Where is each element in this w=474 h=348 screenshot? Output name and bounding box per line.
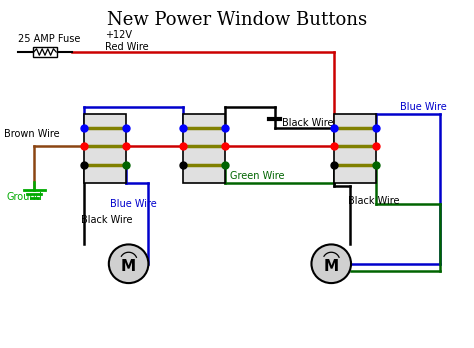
Text: Blue Wire: Blue Wire — [400, 102, 447, 112]
Text: Black Wire: Black Wire — [348, 196, 399, 206]
Text: Blue Wire: Blue Wire — [110, 198, 156, 208]
FancyBboxPatch shape — [84, 114, 126, 183]
Text: M: M — [324, 259, 339, 274]
FancyBboxPatch shape — [334, 114, 376, 183]
Text: +12V
Red Wire: +12V Red Wire — [105, 30, 149, 52]
Circle shape — [311, 244, 351, 283]
Text: Black Wire: Black Wire — [282, 118, 333, 128]
Text: New Power Window Buttons: New Power Window Buttons — [107, 10, 367, 29]
Text: M: M — [121, 259, 136, 274]
Text: Black Wire: Black Wire — [82, 215, 133, 224]
Circle shape — [109, 244, 148, 283]
Text: Ground: Ground — [6, 192, 42, 201]
Text: Green Wire: Green Wire — [230, 171, 284, 181]
Text: Brown Wire: Brown Wire — [4, 128, 59, 139]
Text: 25 AMP Fuse: 25 AMP Fuse — [18, 34, 80, 44]
FancyBboxPatch shape — [33, 47, 57, 57]
FancyBboxPatch shape — [183, 114, 225, 183]
